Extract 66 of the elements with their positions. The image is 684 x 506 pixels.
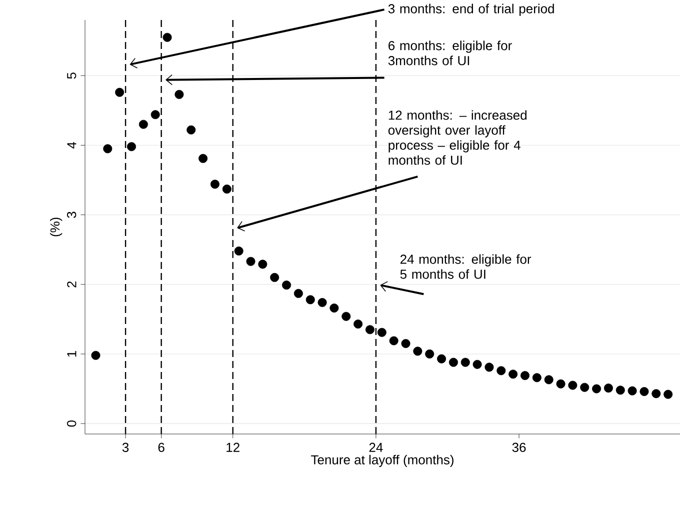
point [652, 389, 661, 398]
y-tick-label: 5 [67, 72, 76, 79]
point [270, 272, 280, 282]
point [282, 280, 292, 290]
point [246, 256, 256, 266]
annotation: 24 months: eligible for 5 months of UI [400, 254, 532, 279]
point [210, 180, 220, 189]
x-tick-label: 12 [226, 442, 240, 452]
point [174, 90, 184, 99]
point [520, 371, 530, 380]
point [186, 125, 196, 134]
annotation: 3 months: end of trial period [388, 4, 554, 16]
point [354, 320, 363, 329]
point [580, 382, 590, 392]
point [127, 142, 136, 152]
point [222, 184, 232, 194]
point [258, 260, 268, 269]
point [330, 304, 339, 313]
point [460, 358, 470, 367]
point [508, 370, 518, 379]
point [342, 312, 351, 321]
point [413, 346, 422, 356]
y-tick-label: 1 [67, 350, 76, 357]
point [496, 366, 506, 376]
point [234, 246, 244, 256]
point [616, 386, 625, 395]
point [389, 336, 398, 346]
y-axis-title: (%) [50, 218, 62, 236]
y-tick-label: 0 [66, 420, 76, 427]
point [318, 298, 327, 307]
point [306, 295, 315, 304]
point [556, 379, 566, 388]
point [472, 360, 482, 369]
point [484, 362, 494, 372]
point [198, 154, 208, 163]
point [544, 375, 554, 384]
point [628, 386, 637, 396]
point [437, 354, 446, 364]
y-tick-label: 3 [66, 212, 76, 218]
point [377, 328, 386, 337]
annotation: 12 months: – increased oversight over layoff process – eligible for 4 months of UI [388, 110, 526, 165]
point [448, 358, 458, 367]
point [365, 325, 374, 334]
point [150, 110, 160, 120]
point [664, 390, 673, 399]
point [532, 373, 542, 382]
y-tick-label: 2 [67, 281, 76, 288]
x-tick-label: 36 [512, 442, 526, 452]
point [103, 144, 112, 154]
point [294, 288, 303, 298]
point [425, 349, 434, 358]
x-tick-label: 3 [122, 442, 129, 452]
point [162, 32, 172, 42]
annotation: 6 months: eligible for 3months of UI [388, 40, 512, 66]
point [592, 384, 602, 394]
x-axis-title: Tenure at layoff (months) [311, 454, 454, 467]
point [115, 88, 124, 97]
point [91, 350, 100, 360]
point [138, 120, 148, 129]
point [604, 384, 613, 393]
y-tick-label: 4 [67, 142, 76, 149]
point [401, 339, 410, 348]
point [640, 387, 649, 396]
x-tick-label: 24 [369, 442, 383, 452]
point [568, 380, 578, 390]
x-tick-label: 6 [158, 442, 164, 452]
